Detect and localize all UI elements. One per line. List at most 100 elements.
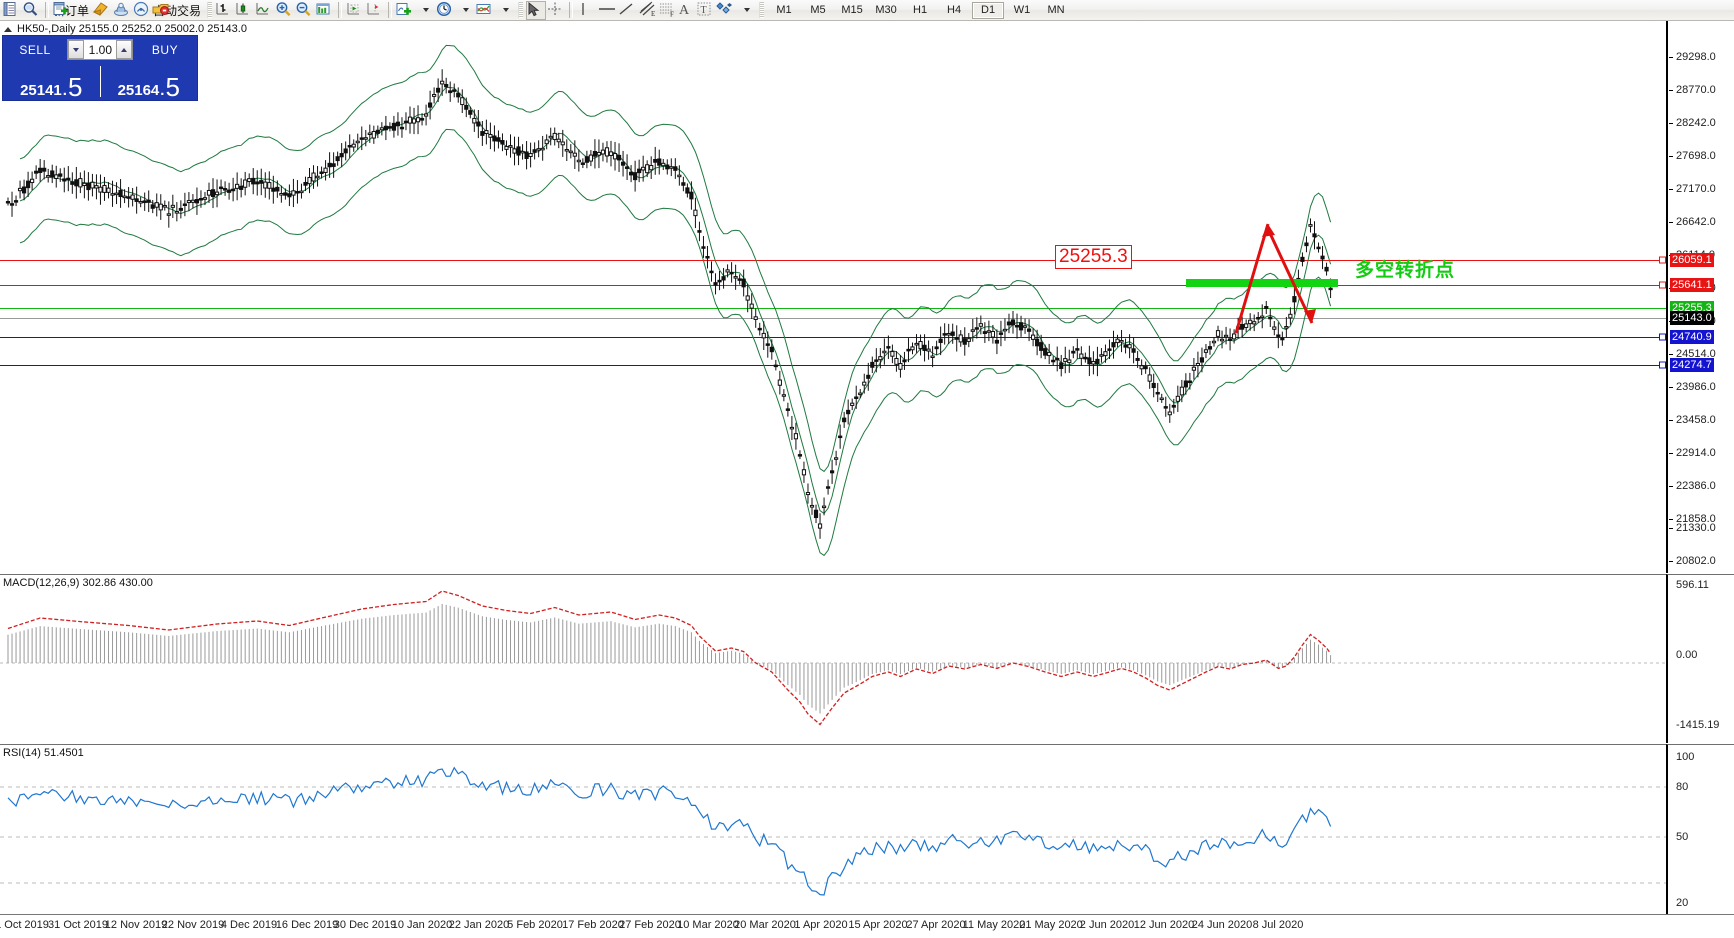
candle <box>604 141 610 163</box>
chart-shift-icon[interactable] <box>365 1 385 20</box>
volume-value[interactable]: 1.00 <box>88 42 112 57</box>
candle <box>1131 337 1136 364</box>
toolbar-grip[interactable] <box>207 2 213 18</box>
rsi-pane[interactable]: RSI(14) 51.4501 <box>0 744 1666 914</box>
level-handle-25641[interactable] <box>1659 281 1666 289</box>
crosshair-icon[interactable] <box>546 1 566 20</box>
price-tick-label: 24514.0 <box>1676 348 1716 360</box>
buy-price[interactable]: 25164 . 5 <box>101 63 198 100</box>
timeframe-h4[interactable]: H4 <box>947 4 962 16</box>
support-zone-highlight[interactable] <box>1186 279 1338 287</box>
candle <box>773 359 778 371</box>
signals-icon[interactable] <box>132 1 152 20</box>
candle <box>299 183 304 199</box>
period-clock-icon[interactable] <box>435 1 455 20</box>
price-tick-label: 26642.0 <box>1676 216 1716 228</box>
candle <box>825 479 831 495</box>
candlestick-chart-icon[interactable] <box>235 1 255 20</box>
macd-pane[interactable]: MACD(12,26,9) 302.86 430.00 <box>0 574 1666 743</box>
timeframe-w1[interactable]: W1 <box>1013 4 1031 16</box>
timeframe-m30[interactable]: M30 <box>875 4 897 16</box>
cursor-icon[interactable] <box>526 0 547 20</box>
chart-grid-icon[interactable] <box>315 1 335 20</box>
candle <box>379 122 384 136</box>
candle <box>809 497 815 515</box>
period-dropdown-icon[interactable] <box>455 1 475 20</box>
price-level-chip-blue[interactable]: 24274.7 <box>1670 358 1714 372</box>
level-handle-26059[interactable] <box>1659 256 1666 264</box>
candle <box>114 182 119 205</box>
auto-scroll-icon[interactable] <box>345 1 365 20</box>
level-line-25255[interactable] <box>0 308 1666 309</box>
toolbar-grip-2[interactable] <box>518 2 524 18</box>
time-axis[interactable]: 1 Oct 2019 31 Oct 2019 12 Nov 2019 22 Nov 2… <box>0 914 1734 938</box>
line-chart-icon[interactable] <box>255 1 275 20</box>
time-axis-label: 8 Jul 2020 <box>1252 919 1304 931</box>
timeframe-d1[interactable]: D1 <box>972 1 1005 19</box>
candle <box>986 320 991 342</box>
time-axis-label: 10 Jan 2020 <box>391 919 453 931</box>
horizontal-line-icon[interactable] <box>596 1 616 20</box>
time-axis-label: 31 Oct 2019 <box>48 919 108 931</box>
candle <box>793 422 799 450</box>
templates-dropdown-icon[interactable] <box>495 1 515 20</box>
timeframe-h1[interactable]: H1 <box>913 4 928 16</box>
zoom-in-icon[interactable] <box>275 1 295 20</box>
price-pane[interactable]: HK50-,Daily 25155.0 25252.0 25002.0 2514… <box>0 21 1666 573</box>
toolbar-grip-3[interactable] <box>759 2 765 18</box>
candle <box>347 134 352 158</box>
level-line-25143[interactable] <box>0 318 1666 319</box>
timeframe-m15[interactable]: M15 <box>841 4 863 16</box>
fibonacci-icon[interactable]: F <box>656 1 676 20</box>
indicators-icon[interactable] <box>395 1 415 20</box>
price-level-chip-red[interactable]: 26059.1 <box>1670 253 1714 267</box>
macd-tick-label: -1415.19 <box>1676 719 1720 731</box>
level-line-26059[interactable] <box>0 260 1666 261</box>
vertical-line-icon[interactable] <box>576 1 596 20</box>
macd-axis[interactable]: 596.11 0.00 -1415.19 <box>1666 574 1734 743</box>
timeframe-m5[interactable]: M5 <box>810 4 826 16</box>
equidistant-channel-icon[interactable]: E <box>636 1 656 20</box>
price-tick <box>1669 519 1673 520</box>
indicators-dropdown-icon[interactable] <box>415 1 435 20</box>
zoom-out-icon[interactable] <box>295 1 315 20</box>
candle <box>1159 393 1164 403</box>
buy-button[interactable]: BUY <box>151 42 179 57</box>
expert-advisors-icon[interactable] <box>112 1 132 20</box>
rsi-axis[interactable]: 100 80 50 20 <box>1666 744 1734 914</box>
timeframe-mn[interactable]: MN <box>1047 4 1065 16</box>
new-order-button[interactable]: 新订单 <box>52 1 92 20</box>
price-level-chip-black[interactable]: 25143.0 <box>1670 311 1714 325</box>
price-level-chip-red[interactable]: 25641.1 <box>1670 278 1714 292</box>
level-line-25641[interactable] <box>0 285 1666 286</box>
level-line-24740[interactable] <box>0 337 1666 338</box>
templates-icon[interactable] <box>475 1 495 20</box>
level-handle-24740[interactable] <box>1659 333 1666 341</box>
price-axis[interactable]: 29298.0 28770.0 28242.0 27698.0 27170.0 26642… <box>1666 21 1734 573</box>
trendline-icon[interactable] <box>616 1 636 20</box>
bar-chart-icon[interactable] <box>215 1 235 20</box>
text-label-icon[interactable]: A <box>676 1 696 20</box>
sell-button[interactable]: SELL <box>19 42 51 57</box>
shapes-icon[interactable] <box>716 1 736 20</box>
terminal-icon[interactable] <box>2 1 22 20</box>
chinese-annotation-label[interactable]: 多空转折点 <box>1355 259 1456 281</box>
volume-input[interactable]: 1.00 <box>67 39 133 60</box>
sell-price[interactable]: 25141 . 5 <box>3 63 100 100</box>
text-box-icon[interactable]: T <box>696 1 716 20</box>
time-axis-label: 21 May 2020 <box>1019 919 1083 931</box>
auto-trading-button[interactable]: 自动交易 <box>152 1 204 20</box>
timeframe-m1[interactable]: M1 <box>776 4 792 16</box>
level-handle-24274[interactable] <box>1659 361 1666 369</box>
data-window-icon[interactable] <box>22 1 42 20</box>
level-line-24274[interactable] <box>0 365 1666 366</box>
volume-increment-button[interactable] <box>116 40 132 59</box>
collapse-triangle-icon[interactable] <box>4 26 12 32</box>
one-click-trading-panel[interactable]: SELL 1.00 BUY 25141 . 5 25164 . <box>2 35 198 101</box>
price-annotation-tag[interactable]: 25255.3 <box>1055 245 1132 269</box>
price-level-chip-blue[interactable]: 24740.9 <box>1670 330 1714 344</box>
shapes-dropdown-icon[interactable] <box>736 1 756 20</box>
candle <box>966 332 971 348</box>
volume-decrement-button[interactable] <box>68 40 84 59</box>
metaeditor-icon[interactable] <box>92 1 112 20</box>
